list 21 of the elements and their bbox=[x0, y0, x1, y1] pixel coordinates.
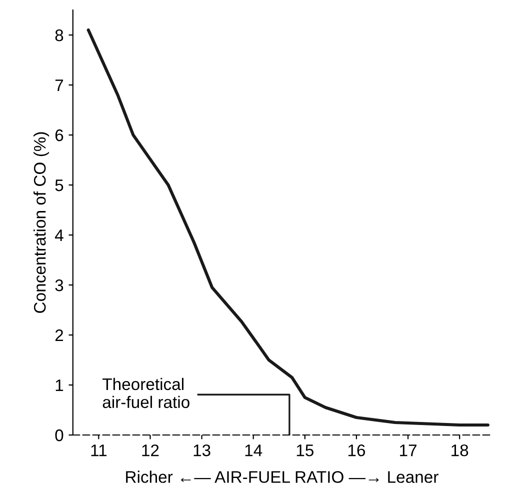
x-tick-label: 17 bbox=[400, 444, 416, 456]
y-tick-label: 0 bbox=[55, 429, 64, 442]
x-tick-label: 15 bbox=[296, 444, 314, 456]
y-tick-label: 3 bbox=[55, 279, 64, 292]
x-tick-label: 11 bbox=[91, 444, 107, 456]
y-tick-label: 5 bbox=[55, 180, 64, 192]
x-tick-label: 12 bbox=[142, 444, 159, 456]
y-tick-label: 8 bbox=[55, 29, 64, 42]
y-tick-label: 7 bbox=[55, 80, 64, 92]
ref-line-label: Theoretical air-fuel ratio bbox=[102, 378, 190, 408]
y-tick-label: 4 bbox=[54, 230, 64, 242]
y-tick-label: 6 bbox=[55, 129, 64, 142]
line-series bbox=[86, 28, 490, 427]
x-tick-label: 16 bbox=[348, 444, 365, 456]
y-axis-title: Concentration of CO (%) bbox=[33, 132, 50, 313]
x-axis-title: Richer ←— AIR-FUEL RATIO —→ Leaner bbox=[126, 470, 438, 483]
x-tick-label: 14 bbox=[245, 444, 262, 456]
y-tick-label: 2 bbox=[55, 329, 64, 342]
x-tick-label: 13 bbox=[194, 444, 210, 456]
x-tick-label: 18 bbox=[452, 444, 468, 456]
y-tick-label: 1 bbox=[56, 380, 64, 392]
